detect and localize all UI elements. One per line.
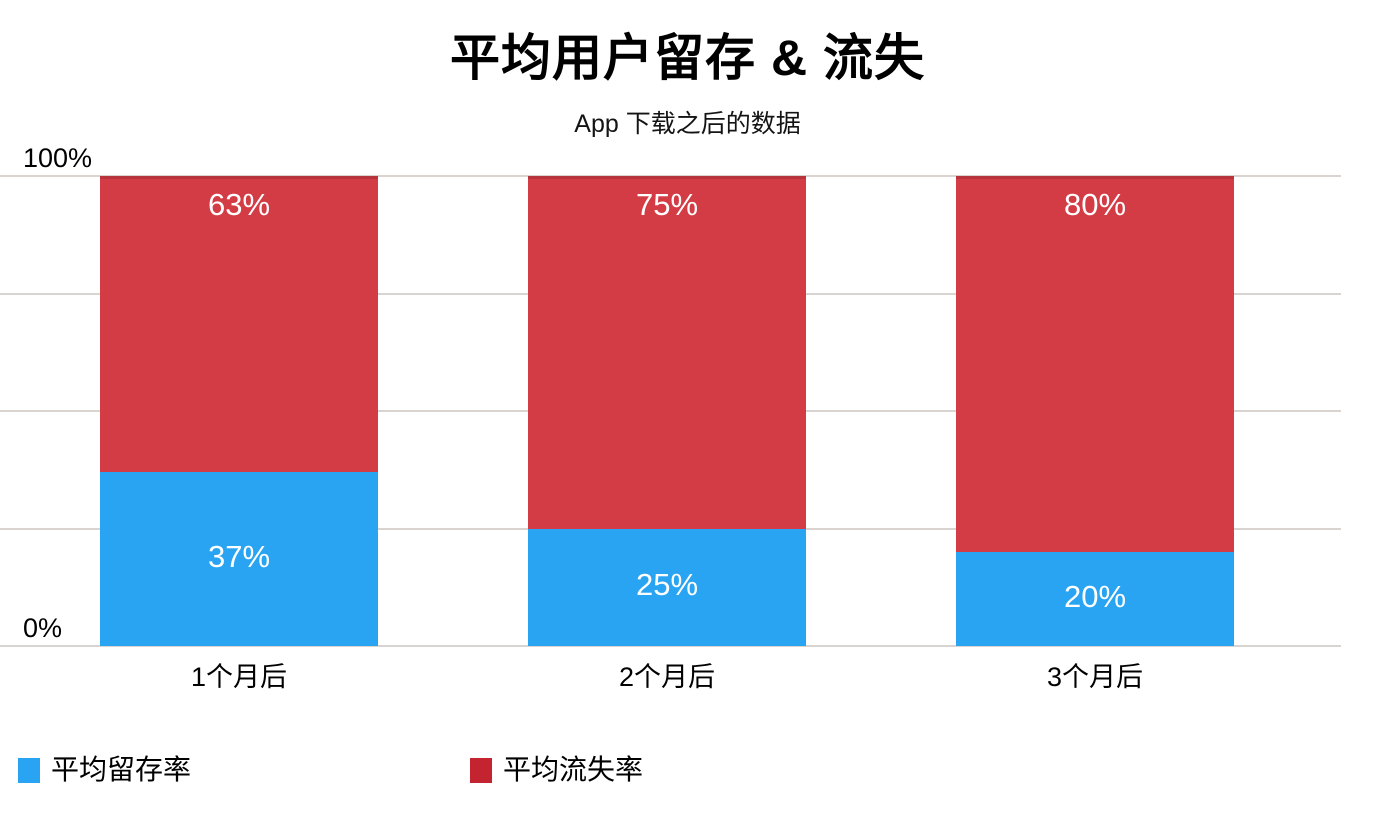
y-axis-tick: 0%: [23, 613, 63, 643]
churn-segment: 80%: [956, 176, 1234, 552]
bar-3: 80% 20%: [956, 176, 1234, 646]
x-axis-label: 1个月后: [190, 662, 288, 692]
legend-label-churn: 平均流失率: [503, 754, 644, 785]
chart-title: 平均用户留存 & 流失: [450, 30, 925, 86]
bar-1: 63% 37%: [100, 176, 378, 646]
churn-segment: 63%: [100, 176, 378, 473]
legend-item-churn: 平均流失率: [470, 755, 643, 785]
chart-subtitle: App 下载之后的数据: [574, 110, 801, 138]
churn-value-label: 63%: [207, 187, 271, 222]
churn-value-label: 80%: [1063, 187, 1127, 222]
churn-segment: 75%: [528, 176, 806, 529]
y-axis-tick: 100%: [23, 143, 93, 173]
bar-2: 75% 25%: [528, 176, 806, 646]
retention-segment: 25%: [528, 528, 806, 646]
retention-legend-swatch: [18, 757, 40, 783]
legend-label-retention: 平均留存率: [51, 754, 192, 785]
x-axis-label: 3个月后: [1046, 662, 1144, 692]
retention-segment: 37%: [100, 472, 378, 646]
x-axis-label: 2个月后: [618, 662, 716, 692]
retention-segment: 20%: [956, 552, 1234, 646]
retention-value-label: 37%: [207, 538, 271, 574]
gridline: [0, 645, 1341, 647]
legend-item-retention: 平均留存率: [18, 755, 191, 785]
retention-value-label: 25%: [635, 567, 699, 603]
churn-legend-swatch: [470, 757, 492, 783]
churn-value-label: 75%: [635, 187, 699, 222]
retention-value-label: 20%: [1063, 578, 1127, 614]
